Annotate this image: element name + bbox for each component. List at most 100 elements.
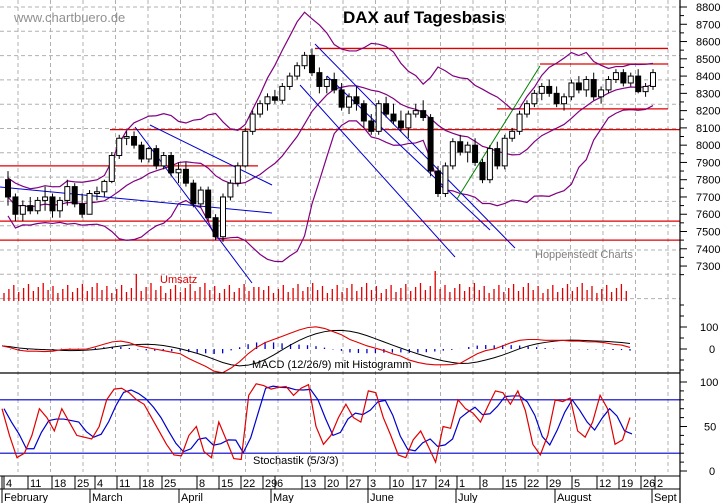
candle-up bbox=[220, 196, 226, 238]
bollinger-upper bbox=[7, 11, 654, 190]
candle-down bbox=[205, 189, 212, 219]
date-tick-label: 19 bbox=[621, 478, 633, 490]
candle-down bbox=[494, 148, 501, 167]
candle-down bbox=[353, 96, 360, 105]
stochastic-label: Stochastik (5/3/3) bbox=[253, 455, 339, 467]
date-tick-label: 26 bbox=[643, 478, 655, 490]
candle-up bbox=[346, 96, 353, 108]
candle-up bbox=[509, 130, 516, 139]
date-tick-label: 15 bbox=[505, 478, 517, 490]
candle-up bbox=[160, 155, 167, 167]
candle-up bbox=[175, 168, 182, 174]
candle-up bbox=[227, 182, 234, 198]
candle-up bbox=[405, 113, 412, 129]
date-tick-label: 27 bbox=[349, 478, 361, 490]
stoch-tick-label: 100 bbox=[700, 377, 718, 389]
watermark: www.chartbuero.de bbox=[13, 10, 125, 25]
candle-down bbox=[620, 72, 627, 84]
date-tick-label: 10 bbox=[392, 478, 404, 490]
macd-label: MACD (12/26/9) mit Histogramm bbox=[252, 359, 412, 371]
candle-up bbox=[442, 165, 449, 195]
candle-up bbox=[538, 85, 545, 94]
candle-down bbox=[168, 155, 175, 174]
candle-up bbox=[242, 130, 249, 167]
candle-up bbox=[86, 193, 93, 215]
candle-up bbox=[197, 189, 204, 205]
stoch-tick-label: 0 bbox=[709, 466, 715, 478]
candle-up bbox=[627, 75, 634, 84]
price-tick-label: 8700 bbox=[696, 19, 720, 31]
month-label: February bbox=[4, 492, 49, 503]
date-tick-label: 18 bbox=[142, 478, 154, 490]
candle-up bbox=[561, 96, 568, 105]
stoch-d-line bbox=[3, 385, 633, 454]
candle-down bbox=[457, 141, 464, 153]
candle-up bbox=[464, 144, 471, 153]
candle-down bbox=[27, 205, 34, 212]
candle-down bbox=[71, 186, 78, 205]
price-tick-label: 7700 bbox=[696, 192, 720, 204]
candle-down bbox=[590, 79, 597, 98]
candle-down bbox=[49, 196, 56, 212]
candle-up bbox=[264, 96, 271, 105]
date-tick-label: 6 bbox=[277, 478, 283, 490]
macd-line bbox=[1, 326, 631, 374]
candle-down bbox=[182, 168, 189, 184]
candle-down bbox=[212, 217, 219, 238]
price-tick-label: 7800 bbox=[696, 175, 720, 187]
candle-down bbox=[153, 148, 160, 167]
candle-up bbox=[301, 54, 308, 67]
month-label: Sept bbox=[654, 492, 677, 503]
date-tick-label: 2 bbox=[657, 478, 663, 490]
candle-up bbox=[650, 72, 656, 87]
candle-up bbox=[516, 113, 523, 132]
candle-down bbox=[12, 196, 19, 215]
candle-up bbox=[64, 186, 71, 201]
candle-up bbox=[19, 205, 26, 215]
date-tick-label: 24 bbox=[438, 478, 450, 490]
candle-up bbox=[523, 103, 530, 115]
date-tick-label: 3 bbox=[370, 478, 376, 490]
price-tick-label: 8600 bbox=[696, 37, 720, 49]
candle-down bbox=[546, 85, 553, 94]
candle-down bbox=[338, 89, 345, 108]
date-tick-label: 12 bbox=[599, 478, 611, 490]
candle-down bbox=[5, 179, 11, 198]
macd-tick-label: 0 bbox=[709, 344, 715, 356]
candle-up bbox=[42, 196, 49, 201]
date-tick-label: 11 bbox=[30, 478, 41, 490]
candle-up bbox=[56, 199, 63, 212]
candle-up bbox=[605, 79, 612, 91]
month-label: June bbox=[370, 492, 394, 503]
price-tick-label: 7300 bbox=[696, 261, 720, 273]
candle-up bbox=[123, 136, 130, 139]
candle-up bbox=[323, 79, 330, 87]
date-tick-label: 13 bbox=[304, 478, 316, 490]
candle-up bbox=[286, 75, 293, 87]
date-tick-label: 5 bbox=[574, 478, 580, 490]
candle-up bbox=[375, 103, 382, 132]
date-tick-label: 15 bbox=[221, 478, 233, 490]
price-tick-label: 7500 bbox=[696, 227, 720, 239]
candle-down bbox=[138, 144, 145, 160]
price-tick-label: 8300 bbox=[696, 88, 720, 100]
date-tick-label: 29 bbox=[265, 478, 277, 490]
channel-line bbox=[314, 43, 516, 249]
price-tick-label: 8000 bbox=[696, 140, 720, 152]
date-tick-label: 4 bbox=[97, 478, 103, 490]
month-label: July bbox=[458, 492, 478, 503]
candle-down bbox=[316, 72, 323, 87]
uptrend-line bbox=[456, 65, 541, 200]
month-label: March bbox=[92, 492, 123, 503]
price-tick-label: 8800 bbox=[696, 2, 720, 14]
bollinger-bands bbox=[7, 11, 654, 263]
date-tick-label: 25 bbox=[77, 478, 89, 490]
price-tick-label: 8500 bbox=[696, 54, 720, 66]
date-tick-label: 4 bbox=[6, 478, 12, 490]
candle-up bbox=[294, 65, 301, 77]
price-tick-label: 8200 bbox=[696, 106, 720, 118]
macd-panel bbox=[0, 326, 680, 374]
candle-down bbox=[420, 110, 427, 119]
candle-up bbox=[257, 103, 264, 115]
